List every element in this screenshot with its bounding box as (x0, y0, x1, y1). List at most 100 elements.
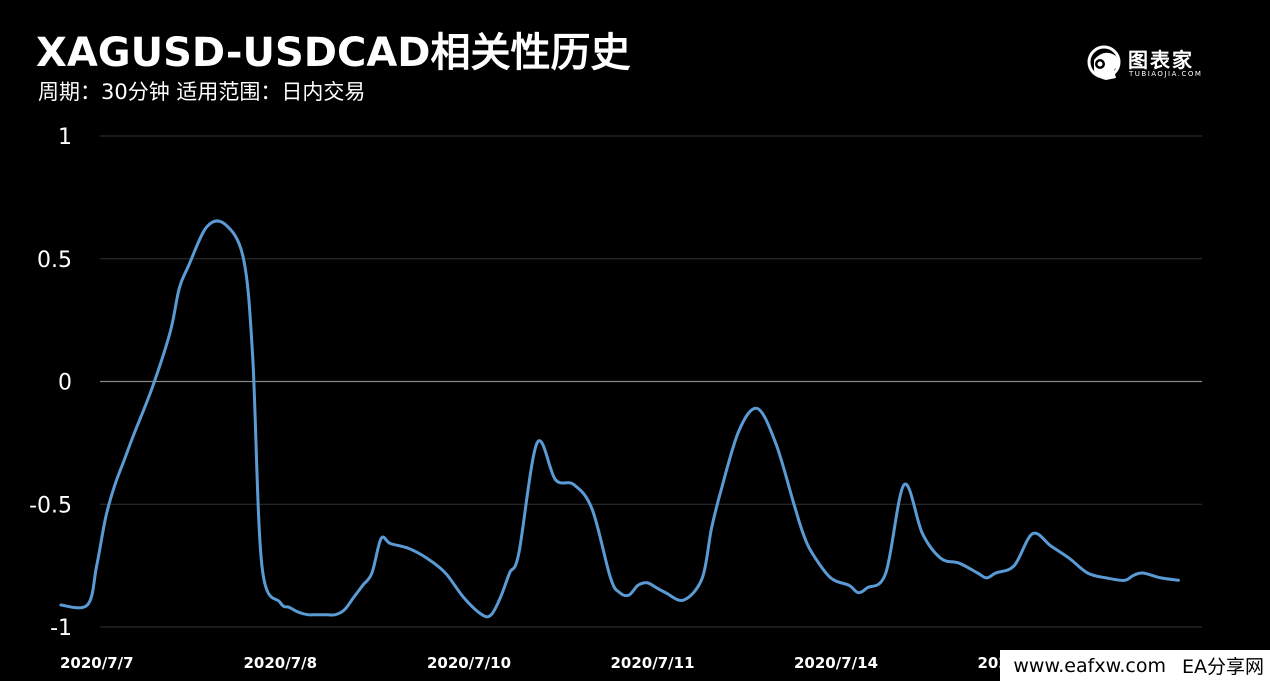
data-point (1123, 579, 1126, 582)
data-point (1050, 545, 1052, 547)
chart-subtitle: 周期：30分钟 适用范围：日内交易 (38, 80, 366, 104)
data-point (628, 594, 630, 596)
data-point (995, 572, 997, 574)
data-point (499, 596, 502, 599)
data-point (178, 287, 181, 290)
robot-head-icon (1087, 45, 1121, 80)
data-point (1086, 572, 1089, 574)
data-point (123, 459, 126, 461)
data-point (407, 547, 410, 550)
data-point (481, 613, 483, 616)
data-point (573, 483, 575, 486)
logo-subtext: TUBIAOJIA.COM (1129, 70, 1203, 78)
data-point (86, 604, 89, 606)
data-point (95, 564, 98, 567)
data-point (793, 503, 795, 506)
data-point (848, 584, 850, 587)
logo-name: 图表家 (1128, 48, 1194, 72)
data-point (958, 562, 960, 564)
data-point (224, 223, 226, 226)
data-point (150, 388, 153, 390)
data-point (389, 542, 392, 545)
data-point (352, 596, 355, 599)
y-tick-label: 0 (58, 371, 72, 396)
data-point (811, 552, 814, 555)
y-tick-label: -0.5 (29, 493, 72, 518)
watermark-label: EA分享网 (1181, 656, 1264, 678)
data-point (132, 434, 135, 437)
data-point (857, 591, 860, 594)
data-point (756, 407, 759, 410)
watermark-banner: www.eafxw.com EA分享网 (1000, 650, 1270, 681)
data-point (169, 331, 171, 334)
data-point (1013, 564, 1015, 567)
data-point (1105, 577, 1107, 579)
data-point (361, 584, 364, 587)
grid-lines (100, 135, 1202, 628)
x-axis-ticks: 2020/7/7 2020/7/8 2020/7/10 2020/7/11 2020/7… (60, 654, 1062, 672)
correlation-series-line (59, 219, 1180, 619)
data-point (297, 611, 300, 614)
data-point (380, 537, 382, 540)
data-point (866, 586, 869, 589)
data-point (536, 442, 538, 444)
data-point (517, 552, 520, 555)
data-point (719, 491, 722, 493)
x-tick-label: 2020/7/11 (611, 654, 695, 672)
data-point (802, 532, 804, 535)
data-point (316, 613, 318, 616)
y-tick-label: -1 (50, 616, 72, 641)
watermark-site: www.eafxw.com (1013, 654, 1166, 677)
data-point (288, 606, 291, 609)
data-point (829, 577, 832, 579)
data-point (242, 257, 245, 260)
data-point (774, 442, 777, 444)
y-tick-label: 0.5 (37, 248, 72, 273)
data-point (444, 572, 447, 574)
data-point (1031, 532, 1034, 535)
data-point (334, 613, 337, 616)
data-point (710, 528, 713, 530)
data-point (655, 586, 658, 589)
data-point (921, 532, 924, 535)
data-point (251, 356, 254, 358)
data-point (976, 572, 979, 574)
data-point (426, 557, 428, 560)
data-point (187, 265, 190, 267)
data-point (1141, 572, 1144, 574)
data-point (279, 601, 282, 604)
series-layer (59, 219, 1181, 619)
y-axis-ticks: 1 0.5 0 -0.5 -1 (29, 125, 72, 641)
data-point (114, 483, 116, 486)
data-point (261, 564, 263, 567)
data-point (1068, 557, 1071, 560)
data-point (325, 613, 327, 616)
data-point (59, 604, 61, 606)
data-point (738, 429, 740, 432)
data-point (105, 515, 107, 518)
data-point (554, 478, 557, 481)
data-point (940, 557, 942, 560)
data-point (664, 591, 667, 594)
data-point (462, 596, 465, 599)
data-point (508, 572, 511, 574)
data-point (1160, 577, 1162, 579)
data-point (903, 483, 905, 486)
x-tick-label: 2020/7/10 (427, 654, 511, 672)
data-point (683, 599, 685, 601)
data-point (884, 572, 887, 574)
data-point (646, 582, 648, 584)
data-point (618, 591, 621, 594)
data-point (637, 584, 639, 587)
data-point (1178, 579, 1181, 582)
data-point (591, 508, 593, 510)
brand-logo: 图表家 TUBIAOJIA.COM (1086, 42, 1226, 86)
data-point (371, 572, 373, 574)
data-point (206, 226, 208, 228)
chart-title: XAGUSD-USDCAD相关性历史 (36, 30, 631, 76)
y-tick-label: 1 (58, 125, 72, 150)
x-tick-label: 2020/7/7 (60, 654, 134, 672)
data-point (343, 609, 346, 611)
data-point (609, 577, 612, 579)
